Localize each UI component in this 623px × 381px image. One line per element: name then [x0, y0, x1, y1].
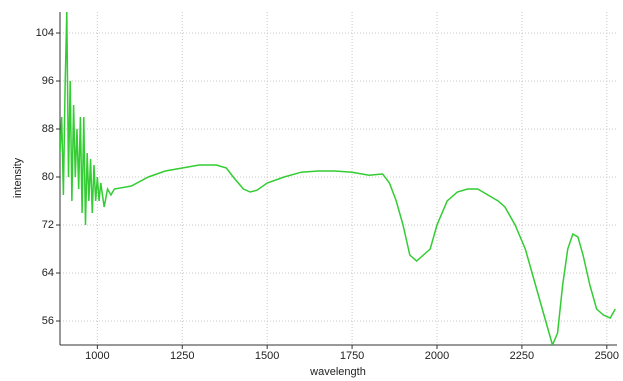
x-tick-label: 1250 — [170, 350, 194, 362]
y-tick-label: 72 — [42, 219, 54, 231]
x-tick-label: 1500 — [255, 350, 279, 362]
x-tick-label: 2500 — [595, 350, 619, 362]
y-tick-label: 104 — [36, 27, 54, 39]
y-tick-label: 88 — [42, 123, 54, 135]
x-axis-label: wavelength — [309, 366, 366, 378]
x-tick-label: 2250 — [510, 350, 534, 362]
y-tick-label: 80 — [42, 171, 54, 183]
x-tick-label: 2000 — [425, 350, 449, 362]
y-axis-label: intensity — [12, 157, 24, 198]
y-tick-label: 56 — [42, 315, 54, 327]
x-tick-label: 1750 — [340, 350, 364, 362]
data-line — [60, 12, 616, 345]
y-tick-label: 96 — [42, 75, 54, 87]
y-tick-label: 64 — [42, 267, 54, 279]
x-tick-label: 1000 — [85, 350, 109, 362]
